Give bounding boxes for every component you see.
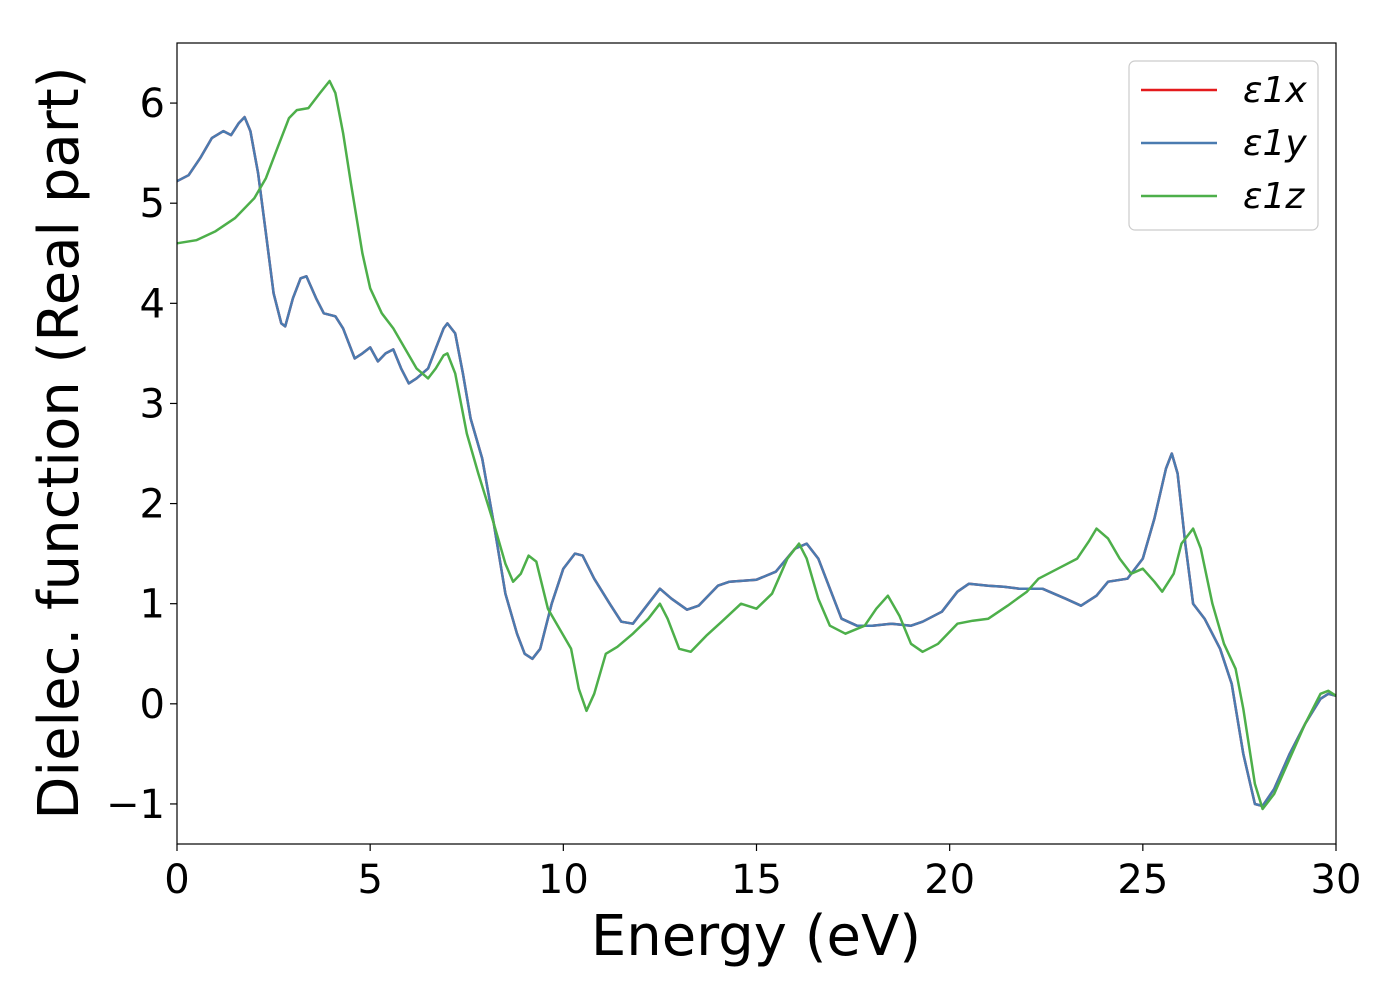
legend-label-1: ε1x [1243,70,1307,111]
x-tick-label: 20 [924,857,975,903]
y-tick-label: 0 [140,682,165,728]
x-axis-title: Energy (eV) [591,904,921,969]
y-tick-label: 3 [140,381,165,427]
y-tick-label: 4 [140,281,165,327]
series-line-3 [176,79,1337,811]
x-tick-label: 15 [731,857,782,903]
legend-label-3: ε1z [1243,176,1305,217]
x-tick-label: 10 [538,857,589,903]
x-tick-label: 25 [1117,857,1168,903]
x-tick-label: 30 [1311,857,1362,903]
legend-entry-1: ε1x [1141,70,1307,111]
y-tick-label: 1 [140,582,165,628]
y-tick-label: 2 [140,482,165,528]
legend-box [1128,60,1319,231]
legend-label-2: ε1y [1243,123,1307,164]
legend: ε1x ε1y ε1z [1128,60,1319,231]
y-tick-label: 5 [140,181,165,227]
legend-entry-3: ε1z [1141,176,1305,217]
y-axis-ticks: −1 0 1 2 3 4 5 6 [106,81,177,828]
legend-entry-2: ε1y [1141,123,1307,164]
series-line-2 [176,115,1337,808]
x-axis-ticks: 0 5 10 15 20 25 30 [164,844,1361,903]
y-axis-title: Dielec. function (Real part) [27,66,92,819]
series-layer [176,79,1337,811]
x-tick-label: 0 [164,857,189,903]
x-tick-label: 5 [357,857,382,903]
y-tick-label: 6 [140,81,165,127]
y-tick-label: −1 [106,782,165,828]
